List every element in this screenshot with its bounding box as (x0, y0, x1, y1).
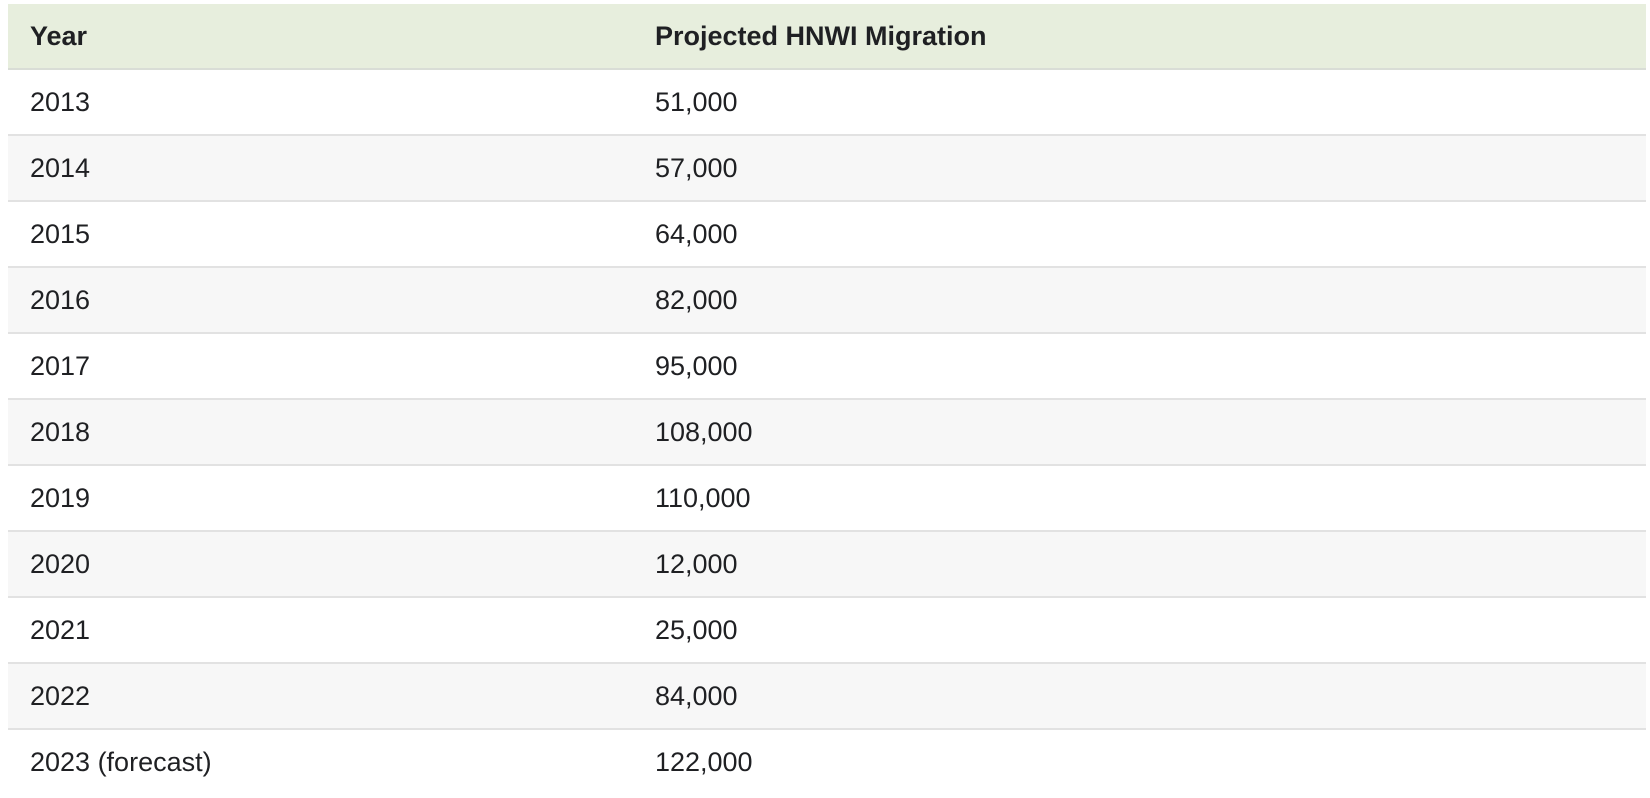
year-cell: 2015 (30, 219, 91, 249)
year-cell: 2023 (forecast) (30, 747, 212, 777)
table-row: 2015 64,000 (8, 201, 1646, 267)
migration-value-cell: 57,000 (654, 153, 738, 183)
table-row: 2018 108,000 (8, 399, 1646, 465)
column-header-projected-hnwi-migration: Projected HNWI Migration (632, 4, 1646, 70)
year-cell: 2019 (30, 483, 91, 513)
migration-value-cell: 108,000 (654, 417, 753, 447)
year-cell: 2022 (30, 681, 91, 711)
migration-value-cell: 12,000 (654, 549, 738, 579)
table-body: 2013 51,000 2014 57,000 2015 64,000 2016 82,000… (8, 69, 1646, 794)
migration-value-cell: 82,000 (654, 285, 738, 315)
migration-value-cell: 122,000 (654, 747, 753, 777)
column-header-year: Year (8, 4, 633, 70)
table-row: 2019 110,000 (8, 465, 1646, 531)
header-row: Year Projected HNWI Migration (8, 4, 1646, 70)
year-cell: 2018 (30, 417, 91, 447)
table-row: 2016 82,000 (8, 267, 1646, 333)
year-cell: 2017 (30, 351, 91, 381)
table-row: 2021 25,000 (8, 597, 1646, 663)
year-cell: 2016 (30, 285, 91, 315)
year-cell: 2021 (30, 615, 91, 645)
year-cell: 2020 (30, 549, 91, 579)
table-row: 2022 84,000 (8, 663, 1646, 729)
migration-value-cell: 95,000 (654, 351, 738, 381)
migration-value-cell: 84,000 (654, 681, 738, 711)
migration-value-cell: 64,000 (654, 219, 738, 249)
hnwi-migration-table: Year Projected HNWI Migration 2013 51,000… (8, 4, 1646, 794)
table-row: 2013 51,000 (8, 69, 1646, 135)
migration-value-cell: 25,000 (654, 615, 738, 645)
year-cell: 2013 (30, 87, 91, 117)
table-row: 2023 (forecast) 122,000 (8, 729, 1646, 794)
year-cell: 2014 (30, 153, 91, 183)
table-header: Year Projected HNWI Migration (8, 4, 1646, 70)
table-row: 2014 57,000 (8, 135, 1646, 201)
table-row: 2020 12,000 (8, 531, 1646, 597)
table-row: 2017 95,000 (8, 333, 1646, 399)
migration-value-cell: 51,000 (654, 87, 738, 117)
migration-value-cell: 110,000 (654, 483, 751, 513)
